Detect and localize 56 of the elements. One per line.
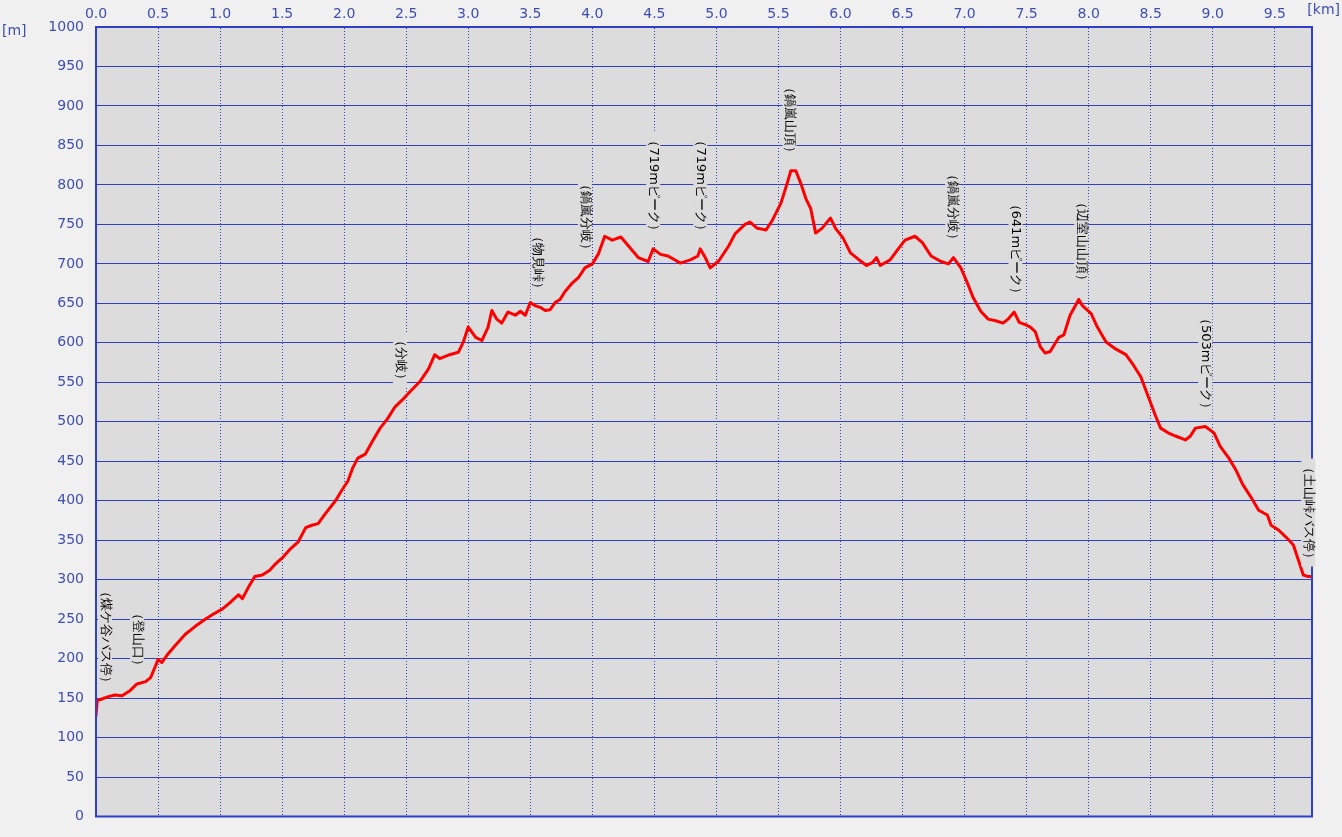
y-tick-label: 500 (57, 412, 84, 429)
x-axis-title: [km] (1307, 0, 1340, 17)
y-tick-label: 100 (57, 728, 84, 745)
y-tick-label: 200 (57, 649, 84, 666)
annotation: （503mピーク） (1198, 312, 1214, 415)
annotation: （土山峠バス停） (1301, 460, 1317, 565)
x-tick-label: 6.5 (891, 5, 914, 22)
x-tick-label: 4.5 (643, 5, 666, 22)
x-tick-label: 6.0 (829, 5, 852, 22)
x-tick-label: 0.0 (84, 5, 108, 22)
annotation: （煤ケ谷バス停） (98, 584, 114, 689)
y-tick-label: 750 (57, 215, 84, 232)
y-tick-label: 1000 (48, 17, 84, 34)
annotation: （641mピーク） (1009, 197, 1025, 301)
x-tick-label: 7.0 (953, 5, 976, 22)
annotation: （辺室山山頂） (1074, 196, 1090, 288)
y-tick-label: 850 (57, 136, 84, 153)
x-tick-label: 9.5 (1263, 5, 1286, 22)
x-tick-label: 2.5 (395, 5, 418, 22)
annotation: （鍋嵐山頂） (783, 80, 799, 159)
y-tick-label: 650 (57, 294, 84, 310)
x-tick-label: 5.5 (767, 5, 790, 22)
y-tick-label: 350 (57, 530, 84, 547)
y-tick-label: 300 (57, 570, 84, 587)
x-tick-label: 7.5 (1015, 5, 1038, 22)
x-tick-label: 1.5 (270, 5, 294, 22)
y-tick-label: 0 (75, 807, 84, 824)
y-tick-label: 50 (66, 767, 84, 784)
annotation: （719mピーク） (693, 134, 709, 237)
x-tick-label: 3.5 (519, 5, 542, 22)
annotation: （物見峠） (531, 229, 547, 295)
x-tick-label: 0.5 (146, 5, 170, 22)
y-tick-label: 450 (57, 451, 84, 468)
x-tick-label: 8.5 (1139, 5, 1162, 22)
y-tick-label: 400 (57, 491, 84, 508)
annotation: （719mピーク） (646, 134, 662, 237)
annotation: （分岐） (393, 334, 409, 387)
y-tick-label: 950 (57, 57, 84, 74)
x-tick-label: 2.0 (333, 5, 356, 22)
y-tick-label: 700 (57, 254, 84, 271)
y-tick-label: 550 (57, 372, 84, 389)
x-tick-label: 1.0 (208, 5, 232, 22)
x-tick-label: 4.0 (581, 5, 604, 22)
y-tick-label: 250 (57, 609, 84, 626)
y-tick-label: 150 (57, 688, 84, 705)
annotation: （鍋嵐分岐） (578, 177, 594, 256)
annotation: （鍋嵐分岐） (945, 167, 961, 246)
x-tick-label: 9.0 (1201, 5, 1224, 22)
y-tick-label: 900 (57, 96, 84, 113)
annotation: （登山口） (130, 606, 146, 672)
y-tick-label: 600 (57, 333, 84, 350)
x-tick-label: 8.0 (1077, 5, 1100, 22)
x-tick-label: 5.0 (705, 5, 728, 22)
y-axis-title: [m] (2, 21, 27, 38)
x-tick-label: 3.0 (457, 5, 480, 22)
y-tick-label: 800 (57, 175, 84, 192)
